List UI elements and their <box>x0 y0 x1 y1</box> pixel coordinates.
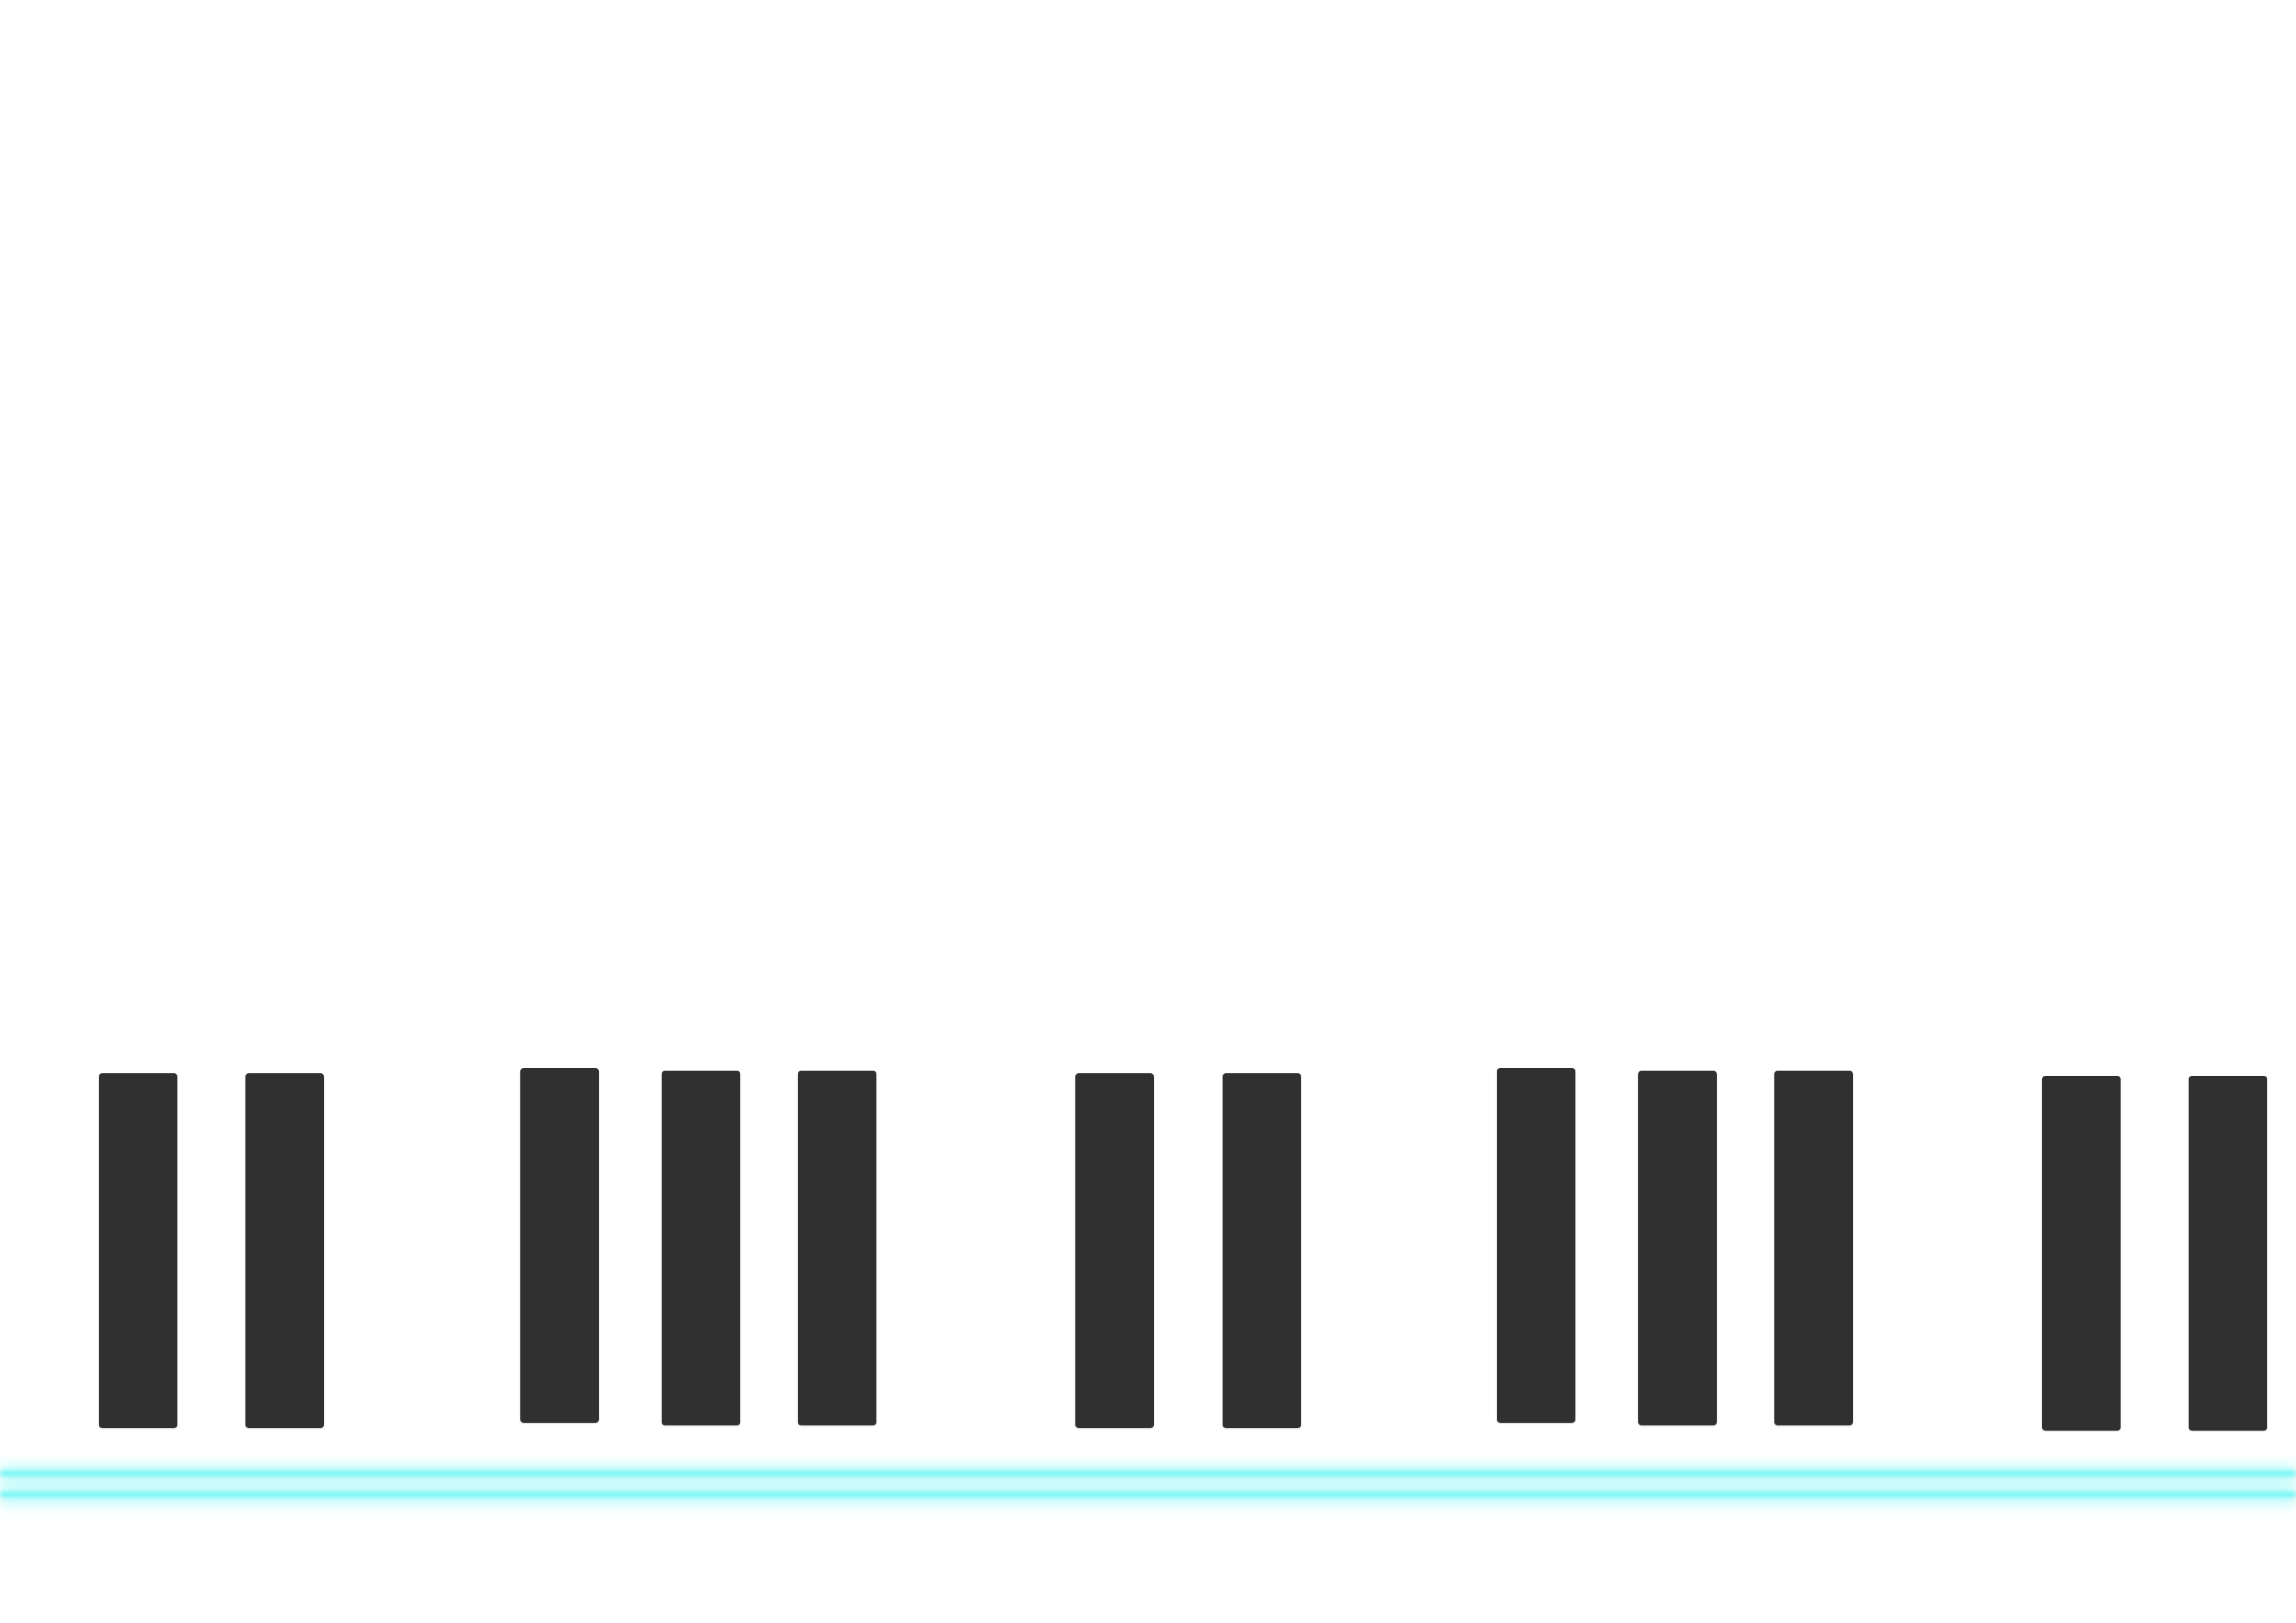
black-key[interactable] <box>520 1068 599 1423</box>
black-key[interactable] <box>1075 1073 1154 1428</box>
black-key[interactable] <box>2042 1076 2121 1431</box>
black-key[interactable] <box>1497 1068 1575 1423</box>
black-key[interactable] <box>798 1071 876 1425</box>
black-key[interactable] <box>1774 1071 1853 1425</box>
black-key[interactable] <box>1223 1073 1301 1428</box>
black-key[interactable] <box>245 1073 324 1428</box>
black-key[interactable] <box>2189 1076 2267 1431</box>
black-key[interactable] <box>1638 1071 1717 1425</box>
hit-line <box>0 1471 2296 1476</box>
hit-line <box>0 1491 2296 1497</box>
black-key[interactable] <box>99 1073 177 1428</box>
black-key[interactable] <box>662 1071 740 1425</box>
